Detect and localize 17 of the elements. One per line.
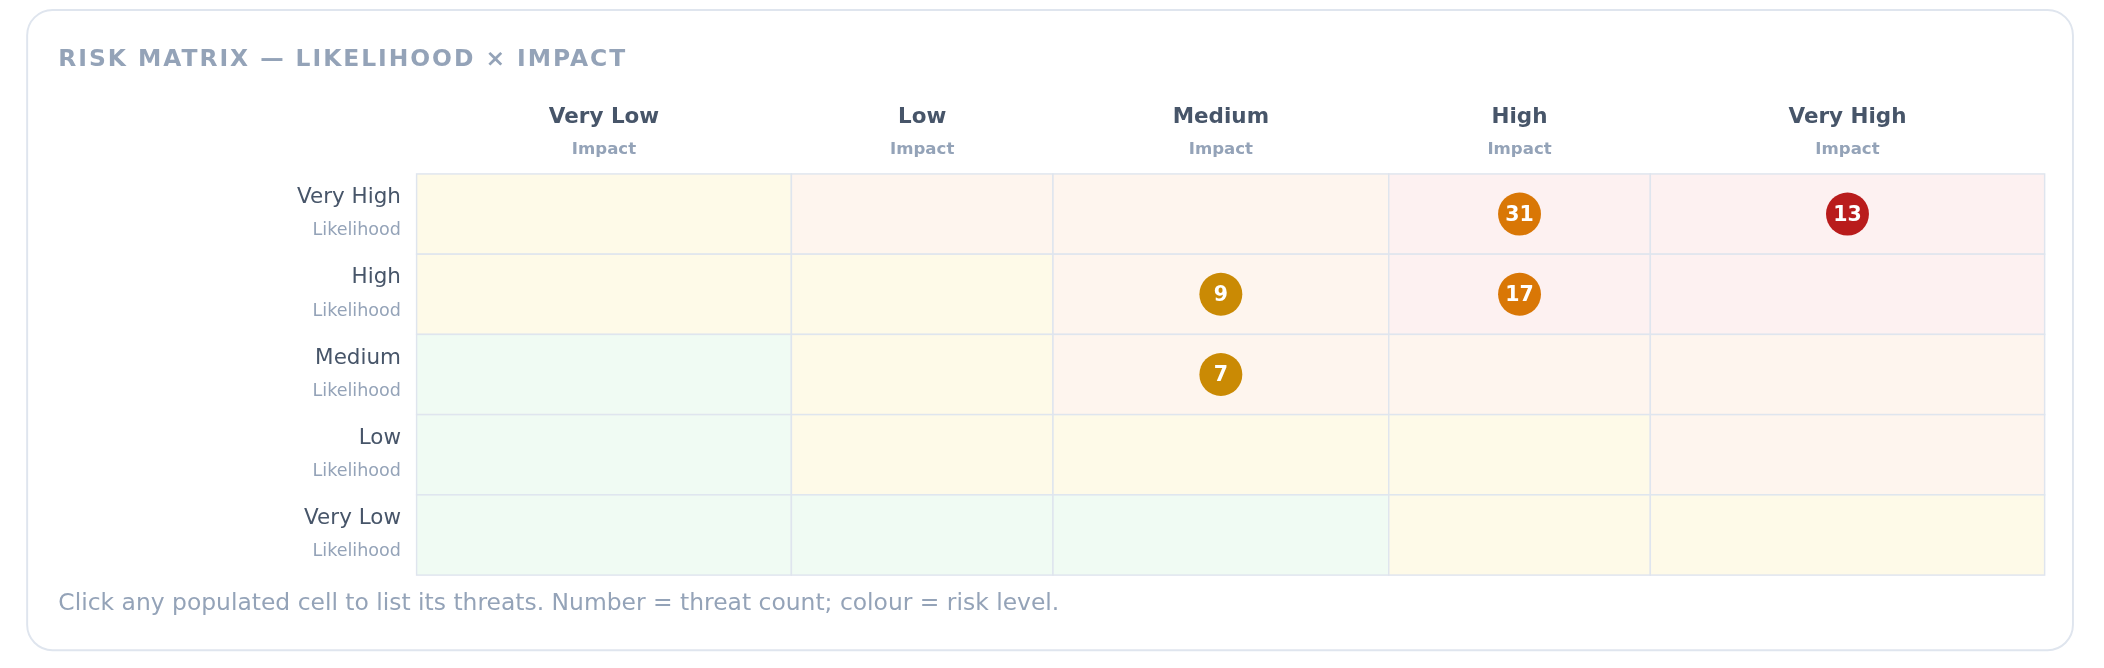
x-tick-label: Very Low Impact: [548, 103, 660, 159]
y-tick-label: High Likelihood: [312, 263, 401, 320]
data-label: 31: [1505, 201, 1534, 226]
y-tick-label: Low Likelihood: [312, 423, 401, 481]
x-tick-label: Medium Impact: [1172, 103, 1270, 159]
data-label: 17: [1505, 282, 1534, 307]
data-label: 13: [1833, 201, 1862, 226]
x-tick-label: Very High Impact: [1788, 103, 1907, 159]
y-tick-label: Very High Likelihood: [297, 183, 401, 240]
data-label: 7: [1213, 362, 1228, 387]
text: Click any populated cell to list its threats. Number = threat count; colour = risk level.: [58, 588, 1060, 617]
y-tick-label: Very Low Likelihood: [304, 504, 401, 561]
x-tick-label: High Impact: [1487, 103, 1552, 159]
y-tick-label: Medium Likelihood: [312, 343, 401, 400]
chart-title: RISK MATRIX — LIKELIHOOD × IMPACT: [58, 43, 628, 72]
x-tick-label: Low Impact: [890, 103, 955, 159]
data-label: 9: [1213, 282, 1228, 307]
